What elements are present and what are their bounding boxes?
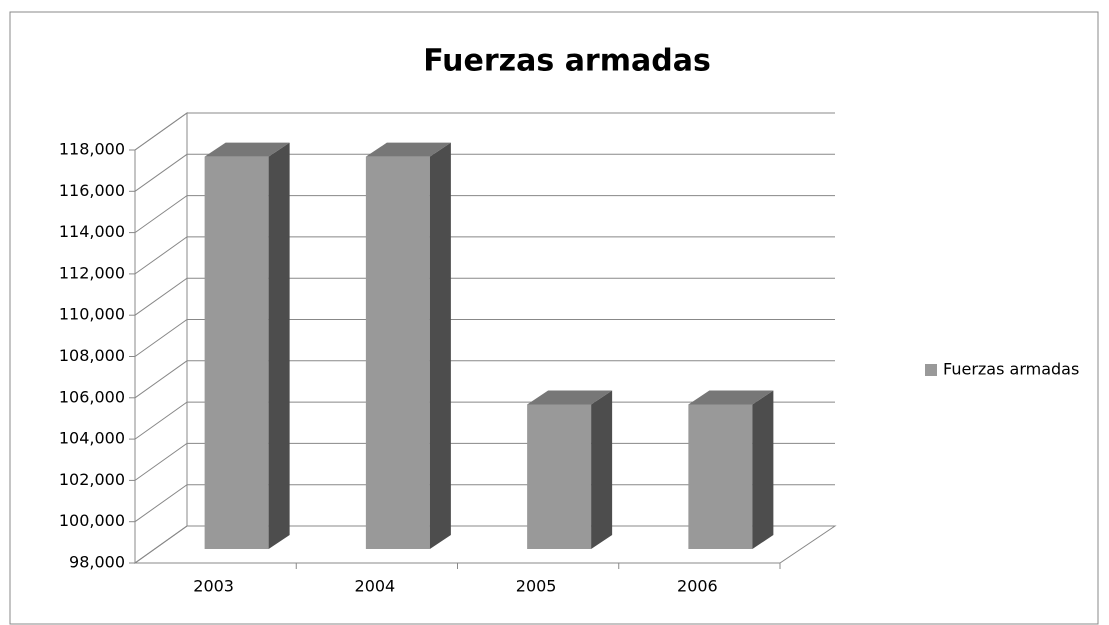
y-tick-label: 108,000 — [59, 346, 125, 365]
bar-side — [752, 390, 774, 549]
y-tick-label: 114,000 — [59, 222, 125, 241]
bar-top — [688, 390, 774, 405]
bar-top — [527, 390, 613, 405]
x-tick-label: 2006 — [677, 577, 718, 596]
y-tick-label: 104,000 — [59, 429, 125, 448]
grid-line — [134, 442, 835, 481]
grid-line — [134, 153, 835, 192]
grid-line — [134, 525, 835, 564]
grid-line — [134, 319, 835, 357]
grid-line — [134, 236, 835, 275]
chart-frame — [9, 11, 1099, 625]
bar — [688, 404, 753, 549]
chart-title: Fuerzas armadas — [423, 44, 711, 79]
y-tick-label: 116,000 — [59, 181, 125, 200]
bar — [204, 156, 269, 549]
y-tick-label: 118,000 — [59, 140, 125, 159]
grid-line — [134, 401, 835, 440]
legend-label: Fuerzas armadas — [943, 360, 1079, 379]
bar — [527, 404, 592, 549]
grid-line — [134, 112, 835, 151]
bar-side — [591, 390, 613, 549]
y-tick-label: 98,000 — [69, 553, 125, 572]
y-tick-label: 112,000 — [59, 263, 125, 282]
y-tick-label: 100,000 — [59, 511, 125, 530]
grid-line — [134, 484, 835, 523]
grid-line — [134, 360, 835, 399]
x-tick-label: 2003 — [193, 577, 234, 596]
grid-line — [134, 277, 835, 316]
legend-swatch — [925, 364, 937, 376]
x-tick-label: 2005 — [516, 577, 557, 596]
bar-top — [365, 142, 451, 157]
y-tick-label: 102,000 — [59, 470, 125, 489]
bar-side — [429, 142, 451, 549]
bar-side — [268, 142, 290, 549]
bar — [365, 156, 430, 549]
y-tick-label: 110,000 — [59, 305, 125, 324]
grid-line — [134, 195, 835, 234]
x-tick-label: 2004 — [355, 577, 396, 596]
y-tick-label: 106,000 — [59, 387, 125, 406]
bar-top — [204, 142, 290, 157]
